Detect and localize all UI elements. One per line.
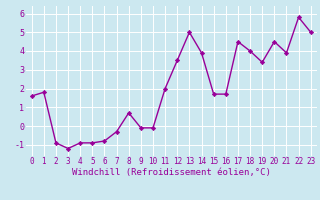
X-axis label: Windchill (Refroidissement éolien,°C): Windchill (Refroidissement éolien,°C)	[72, 168, 271, 177]
